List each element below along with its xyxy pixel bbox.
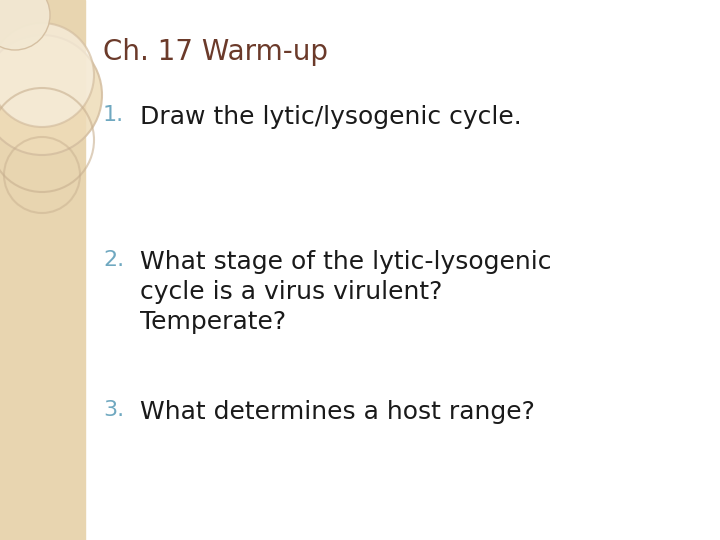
Text: What determines a host range?: What determines a host range? — [140, 400, 535, 424]
Text: What stage of the lytic-lysogenic: What stage of the lytic-lysogenic — [140, 250, 552, 274]
Circle shape — [0, 23, 94, 127]
Text: cycle is a virus virulent?: cycle is a virus virulent? — [140, 280, 442, 304]
Text: Draw the lytic/lysogenic cycle.: Draw the lytic/lysogenic cycle. — [140, 105, 522, 129]
Circle shape — [0, 35, 102, 155]
Text: Ch. 17 Warm-up: Ch. 17 Warm-up — [103, 38, 328, 66]
Bar — [0, 0, 85, 540]
Text: Temperate?: Temperate? — [140, 310, 286, 334]
Ellipse shape — [0, 0, 50, 50]
Text: 3.: 3. — [103, 400, 124, 420]
Text: 2.: 2. — [103, 250, 124, 270]
Text: 1.: 1. — [103, 105, 124, 125]
